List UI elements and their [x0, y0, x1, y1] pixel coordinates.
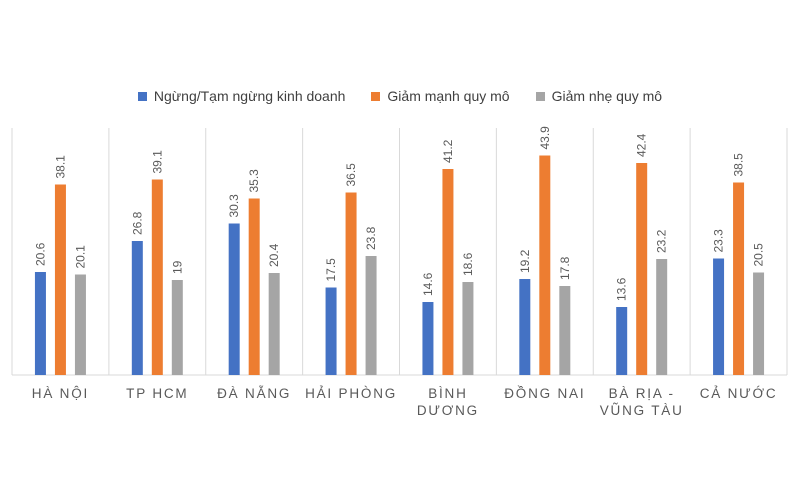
x-tick-label: BÌNH: [428, 386, 467, 401]
bar-3-cat-6: [559, 286, 571, 375]
legend-swatch-series-1: [137, 91, 147, 101]
data-label: 18.6: [461, 252, 475, 276]
bar-2-cat-8: [733, 182, 745, 375]
bar-2-cat-2: [151, 179, 163, 375]
bar-3-cat-2: [171, 280, 183, 375]
bar-1-cat-4: [325, 287, 337, 375]
bar-1-cat-3: [228, 223, 240, 375]
data-label: 43.9: [538, 126, 552, 150]
data-label: 35.3: [247, 169, 261, 193]
x-tick-label: ĐÀ NẴNG: [217, 386, 291, 401]
bar-1-cat-6: [519, 279, 531, 375]
bar-3-cat-5: [462, 282, 474, 375]
bar-2-cat-5: [442, 169, 454, 375]
legend-swatch-series-2: [371, 91, 381, 101]
bar-2-cat-4: [345, 192, 357, 375]
data-label: 17.5: [324, 258, 338, 282]
data-label: 14.6: [421, 272, 435, 296]
bar-1-cat-7: [616, 307, 628, 375]
legend-label-series-3: Giảm nhẹ quy mô: [551, 88, 663, 104]
bar-2-cat-6: [539, 155, 551, 375]
bar-3-cat-4: [365, 256, 377, 375]
data-label: 42.4: [635, 133, 649, 157]
data-label: 38.1: [53, 155, 67, 179]
data-label: 41.2: [441, 139, 455, 163]
data-label: 20.6: [33, 242, 47, 266]
bar-3-cat-7: [656, 259, 668, 375]
bar-3-cat-8: [753, 272, 765, 375]
data-label: 26.8: [130, 211, 144, 235]
data-label: 20.1: [73, 245, 87, 269]
data-label: 39.1: [150, 150, 164, 174]
data-label: 23.3: [712, 229, 726, 253]
data-label: 23.2: [655, 229, 669, 253]
x-tick-label: HẢI PHÒNG: [305, 386, 397, 401]
bar-1-cat-5: [422, 302, 434, 375]
legend-label-series-2: Giảm mạnh quy mô: [387, 88, 510, 104]
data-label: 20.4: [267, 243, 281, 267]
legend-item-series-3: Giảm nhẹ quy mô: [535, 88, 663, 104]
data-label: 19.2: [518, 249, 532, 273]
bar-2-cat-7: [636, 163, 648, 375]
bar-1-cat-1: [34, 272, 46, 375]
x-tick-label: ĐỒNG NAI: [504, 386, 585, 401]
legend-item-series-2: Giảm mạnh quy mô: [371, 88, 510, 104]
x-tick-label: HÀ NỘI: [32, 386, 89, 401]
x-tick-label: VŨNG TÀU: [600, 403, 684, 418]
x-tick-label: CẢ NƯỚC: [700, 386, 778, 401]
data-label: 13.6: [615, 277, 629, 301]
data-label: 19: [170, 260, 184, 274]
legend: Ngừng/Tạm ngừng kinh doanh Giảm mạnh quy…: [0, 88, 800, 104]
x-tick-label: BÀ RỊA -: [609, 386, 675, 401]
x-tick-label: DƯƠNG: [417, 403, 479, 418]
data-label: 38.5: [732, 153, 746, 177]
x-tick-label: TP HCM: [126, 386, 188, 401]
legend-label-series-1: Ngừng/Tạm ngừng kinh doanh: [153, 88, 346, 104]
bar-3-cat-1: [74, 274, 86, 375]
bar-1-cat-2: [131, 241, 143, 375]
data-label: 30.3: [227, 194, 241, 218]
data-label: 23.8: [364, 226, 378, 250]
bar-2-cat-3: [248, 198, 260, 375]
legend-swatch-series-3: [535, 91, 545, 101]
data-label: 20.5: [752, 243, 766, 267]
legend-item-series-1: Ngừng/Tạm ngừng kinh doanh: [137, 88, 346, 104]
data-label: 36.5: [344, 163, 358, 187]
bar-1-cat-8: [713, 258, 725, 375]
bar-2-cat-1: [54, 184, 66, 375]
bar-3-cat-3: [268, 273, 280, 375]
data-label: 17.8: [558, 256, 572, 280]
